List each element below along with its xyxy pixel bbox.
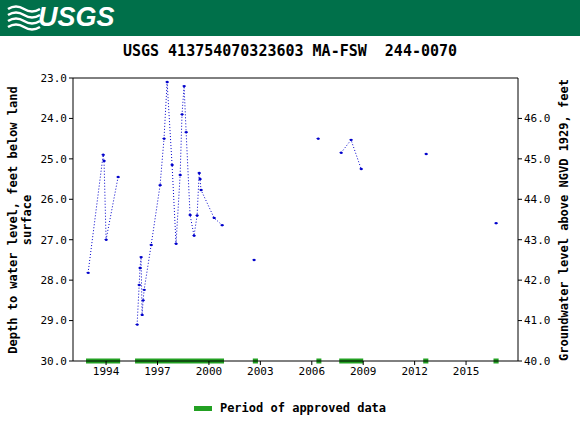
html-text:Period of approved data: Period of approved data [219, 401, 387, 415]
html-text:USGS: USGS [38, 2, 115, 32]
svg-text:46.0: 46.0 [524, 112, 551, 125]
svg-text:27.0: 27.0 [41, 234, 68, 247]
svg-text:43.0: 43.0 [524, 234, 551, 247]
svg-text:23.0: 23.0 [41, 72, 68, 85]
svg-text:2015: 2015 [453, 365, 480, 378]
svg-text:2000: 2000 [196, 365, 223, 378]
svg-text:Depth to water level, feet bel: Depth to water level, feet below land [8, 86, 20, 353]
svg-text:41.0: 41.0 [524, 314, 551, 327]
svg-text:25.0: 25.0 [41, 153, 68, 166]
svg-text:2006: 2006 [299, 365, 326, 378]
svg-text:2012: 2012 [401, 365, 428, 378]
svg-text:Groundwater level above NGVD 1: Groundwater level above NGVD 1929, feet [557, 79, 571, 361]
svg-text:29.0: 29.0 [41, 314, 68, 327]
svg-text:42.0: 42.0 [524, 274, 551, 287]
svg-text:2003: 2003 [247, 365, 274, 378]
svg-text:26.0: 26.0 [41, 193, 68, 206]
svg-text:40.0: 40.0 [524, 355, 551, 368]
svg-text:surface: surface [20, 195, 34, 246]
svg-text:44.0: 44.0 [524, 193, 551, 206]
svg-text:1997: 1997 [144, 365, 171, 378]
svg-text:30.0: 30.0 [41, 355, 68, 368]
svg-text:1994: 1994 [93, 365, 120, 378]
svg-text:24.0: 24.0 [41, 112, 68, 125]
svg-text:2009: 2009 [350, 365, 377, 378]
html-text:USGS 413754070323603 MA-FSW 24: USGS 413754070323603 MA-FSW 244-0070 [122, 42, 458, 60]
svg-text:28.0: 28.0 [41, 274, 68, 287]
svg-text:45.0: 45.0 [524, 153, 551, 166]
